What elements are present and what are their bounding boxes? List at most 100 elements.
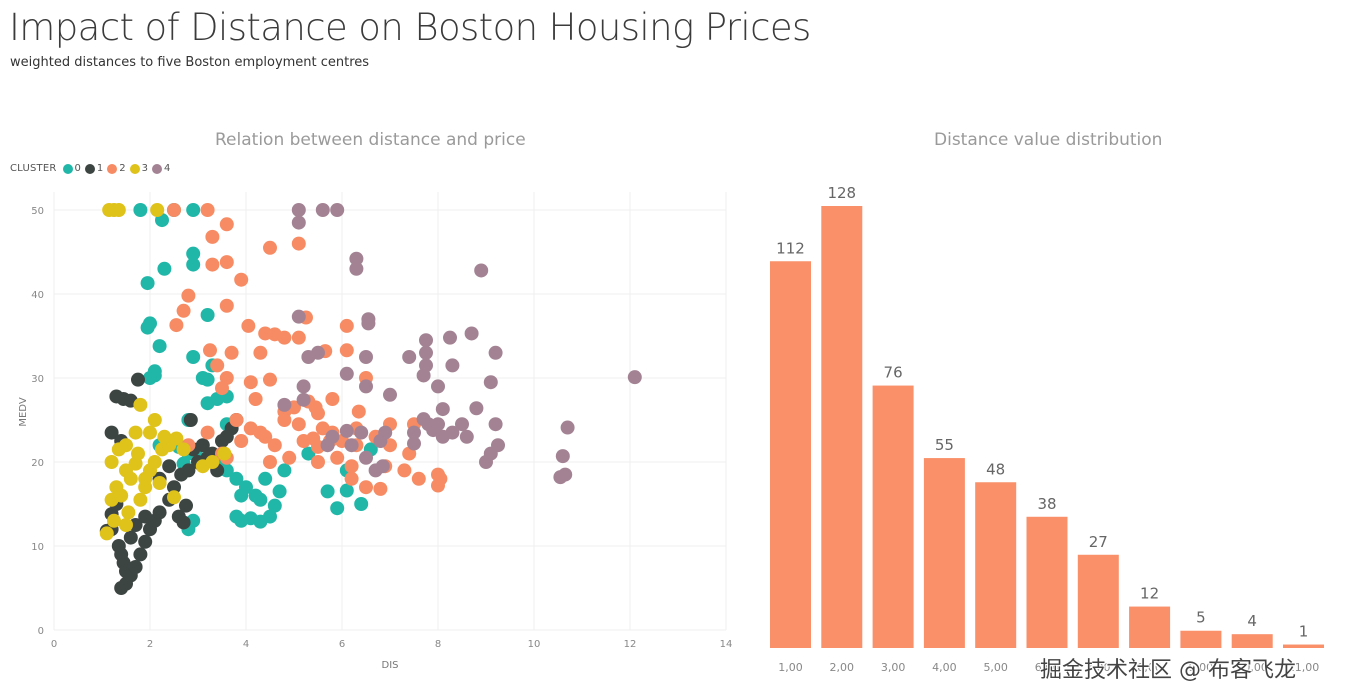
bar[interactable] <box>1231 634 1273 648</box>
scatter-point[interactable] <box>104 455 119 469</box>
scatter-point[interactable] <box>111 442 126 457</box>
scatter-point[interactable] <box>464 326 479 341</box>
scatter-point[interactable] <box>267 438 282 453</box>
scatter-point[interactable] <box>407 425 421 440</box>
scatter-point[interactable] <box>123 471 138 486</box>
bar[interactable] <box>1077 554 1119 648</box>
scatter-point[interactable] <box>138 471 153 486</box>
scatter-point[interactable] <box>143 316 157 331</box>
bar[interactable] <box>821 206 863 648</box>
scatter-point[interactable] <box>339 483 354 498</box>
bar[interactable] <box>1026 516 1068 648</box>
bar-chart[interactable]: 1121,001282,00763,00554,00485,00386,0027… <box>749 0 1349 700</box>
scatter-point[interactable] <box>359 350 373 364</box>
scatter-point[interactable] <box>277 397 292 412</box>
scatter-point[interactable] <box>123 530 138 545</box>
scatter-point[interactable] <box>107 513 121 528</box>
scatter-point[interactable] <box>383 387 397 402</box>
scatter-point[interactable] <box>359 480 373 495</box>
scatter-point[interactable] <box>186 257 201 272</box>
scatter-point[interactable] <box>234 488 249 503</box>
scatter-point[interactable] <box>167 203 181 217</box>
scatter-point[interactable] <box>339 343 354 358</box>
scatter-point[interactable] <box>186 203 201 217</box>
scatter-point[interactable] <box>219 429 234 444</box>
scatter-point[interactable] <box>133 492 148 507</box>
scatter-point[interactable] <box>128 560 143 574</box>
scatter-point[interactable] <box>234 272 249 287</box>
scatter-point[interactable] <box>344 438 359 453</box>
scatter-point[interactable] <box>263 455 277 469</box>
scatter-point[interactable] <box>224 345 239 360</box>
scatter-point[interactable] <box>431 417 445 432</box>
scatter-point[interactable] <box>277 463 292 478</box>
scatter-point[interactable] <box>308 400 323 415</box>
scatter-point[interactable] <box>320 484 335 499</box>
scatter-point[interactable] <box>359 450 373 465</box>
scatter-point[interactable] <box>143 425 157 440</box>
scatter-point[interactable] <box>397 463 412 478</box>
scatter-point[interactable] <box>119 518 133 532</box>
scatter-point[interactable] <box>339 366 354 381</box>
scatter-point[interactable] <box>176 442 191 457</box>
scatter-point[interactable] <box>147 455 162 469</box>
scatter-point[interactable] <box>361 312 376 327</box>
scatter-point[interactable] <box>296 434 311 448</box>
scatter-point[interactable] <box>104 425 119 440</box>
legend-item-1[interactable]: 1 <box>84 163 103 174</box>
scatter-point[interactable] <box>205 229 220 244</box>
scatter-point[interactable] <box>459 429 474 444</box>
scatter-point[interactable] <box>445 358 460 373</box>
scatter-point[interactable] <box>351 404 366 419</box>
scatter-point[interactable] <box>210 358 225 373</box>
scatter-point[interactable] <box>133 397 148 412</box>
scatter-point[interactable] <box>419 333 433 348</box>
scatter-point[interactable] <box>296 379 311 394</box>
scatter-point[interactable] <box>354 497 369 511</box>
scatter-point[interactable] <box>553 470 568 485</box>
scatter-point[interactable] <box>167 490 181 505</box>
scatter-point[interactable] <box>140 276 155 291</box>
scatter-point[interactable] <box>368 463 383 478</box>
bar[interactable] <box>923 458 965 648</box>
scatter-point[interactable] <box>215 381 229 396</box>
scatter-point[interactable] <box>111 203 126 217</box>
scatter-point[interactable] <box>291 215 306 230</box>
scatter-point[interactable] <box>169 318 184 333</box>
scatter-point[interactable] <box>431 379 445 394</box>
scatter-point[interactable] <box>229 413 244 427</box>
scatter-point[interactable] <box>627 370 642 385</box>
scatter-point[interactable] <box>200 203 215 217</box>
scatter-point[interactable] <box>195 371 210 385</box>
scatter-point[interactable] <box>411 471 426 486</box>
scatter-point[interactable] <box>114 488 129 503</box>
scatter-point[interactable] <box>248 488 263 503</box>
scatter-point[interactable] <box>176 303 191 318</box>
scatter-point[interactable] <box>291 203 306 217</box>
scatter-point[interactable] <box>128 425 143 440</box>
scatter-point[interactable] <box>219 217 234 232</box>
scatter-point[interactable] <box>320 438 335 453</box>
scatter-point[interactable] <box>99 526 114 541</box>
legend-item-2[interactable]: 2 <box>107 163 126 174</box>
scatter-point[interactable] <box>186 350 201 364</box>
scatter-point[interactable] <box>277 413 292 427</box>
scatter-point[interactable] <box>186 246 201 261</box>
bar[interactable] <box>1129 606 1171 648</box>
scatter-point[interactable] <box>162 459 177 474</box>
scatter-point[interactable] <box>469 401 484 416</box>
scatter-point[interactable] <box>152 476 167 490</box>
scatter-point[interactable] <box>474 263 489 278</box>
scatter-point[interactable] <box>138 534 153 549</box>
scatter-point[interactable] <box>147 368 162 383</box>
scatter-point[interactable] <box>219 298 234 313</box>
scatter-point[interactable] <box>263 240 277 255</box>
scatter-point[interactable] <box>258 429 273 444</box>
bar[interactable] <box>770 261 811 648</box>
scatter-point[interactable] <box>354 425 369 440</box>
scatter-point[interactable] <box>488 345 503 360</box>
scatter-point[interactable] <box>138 509 153 524</box>
scatter-point[interactable] <box>205 257 220 272</box>
legend-item-3[interactable]: 3 <box>129 163 148 174</box>
scatter-point[interactable] <box>219 255 234 270</box>
